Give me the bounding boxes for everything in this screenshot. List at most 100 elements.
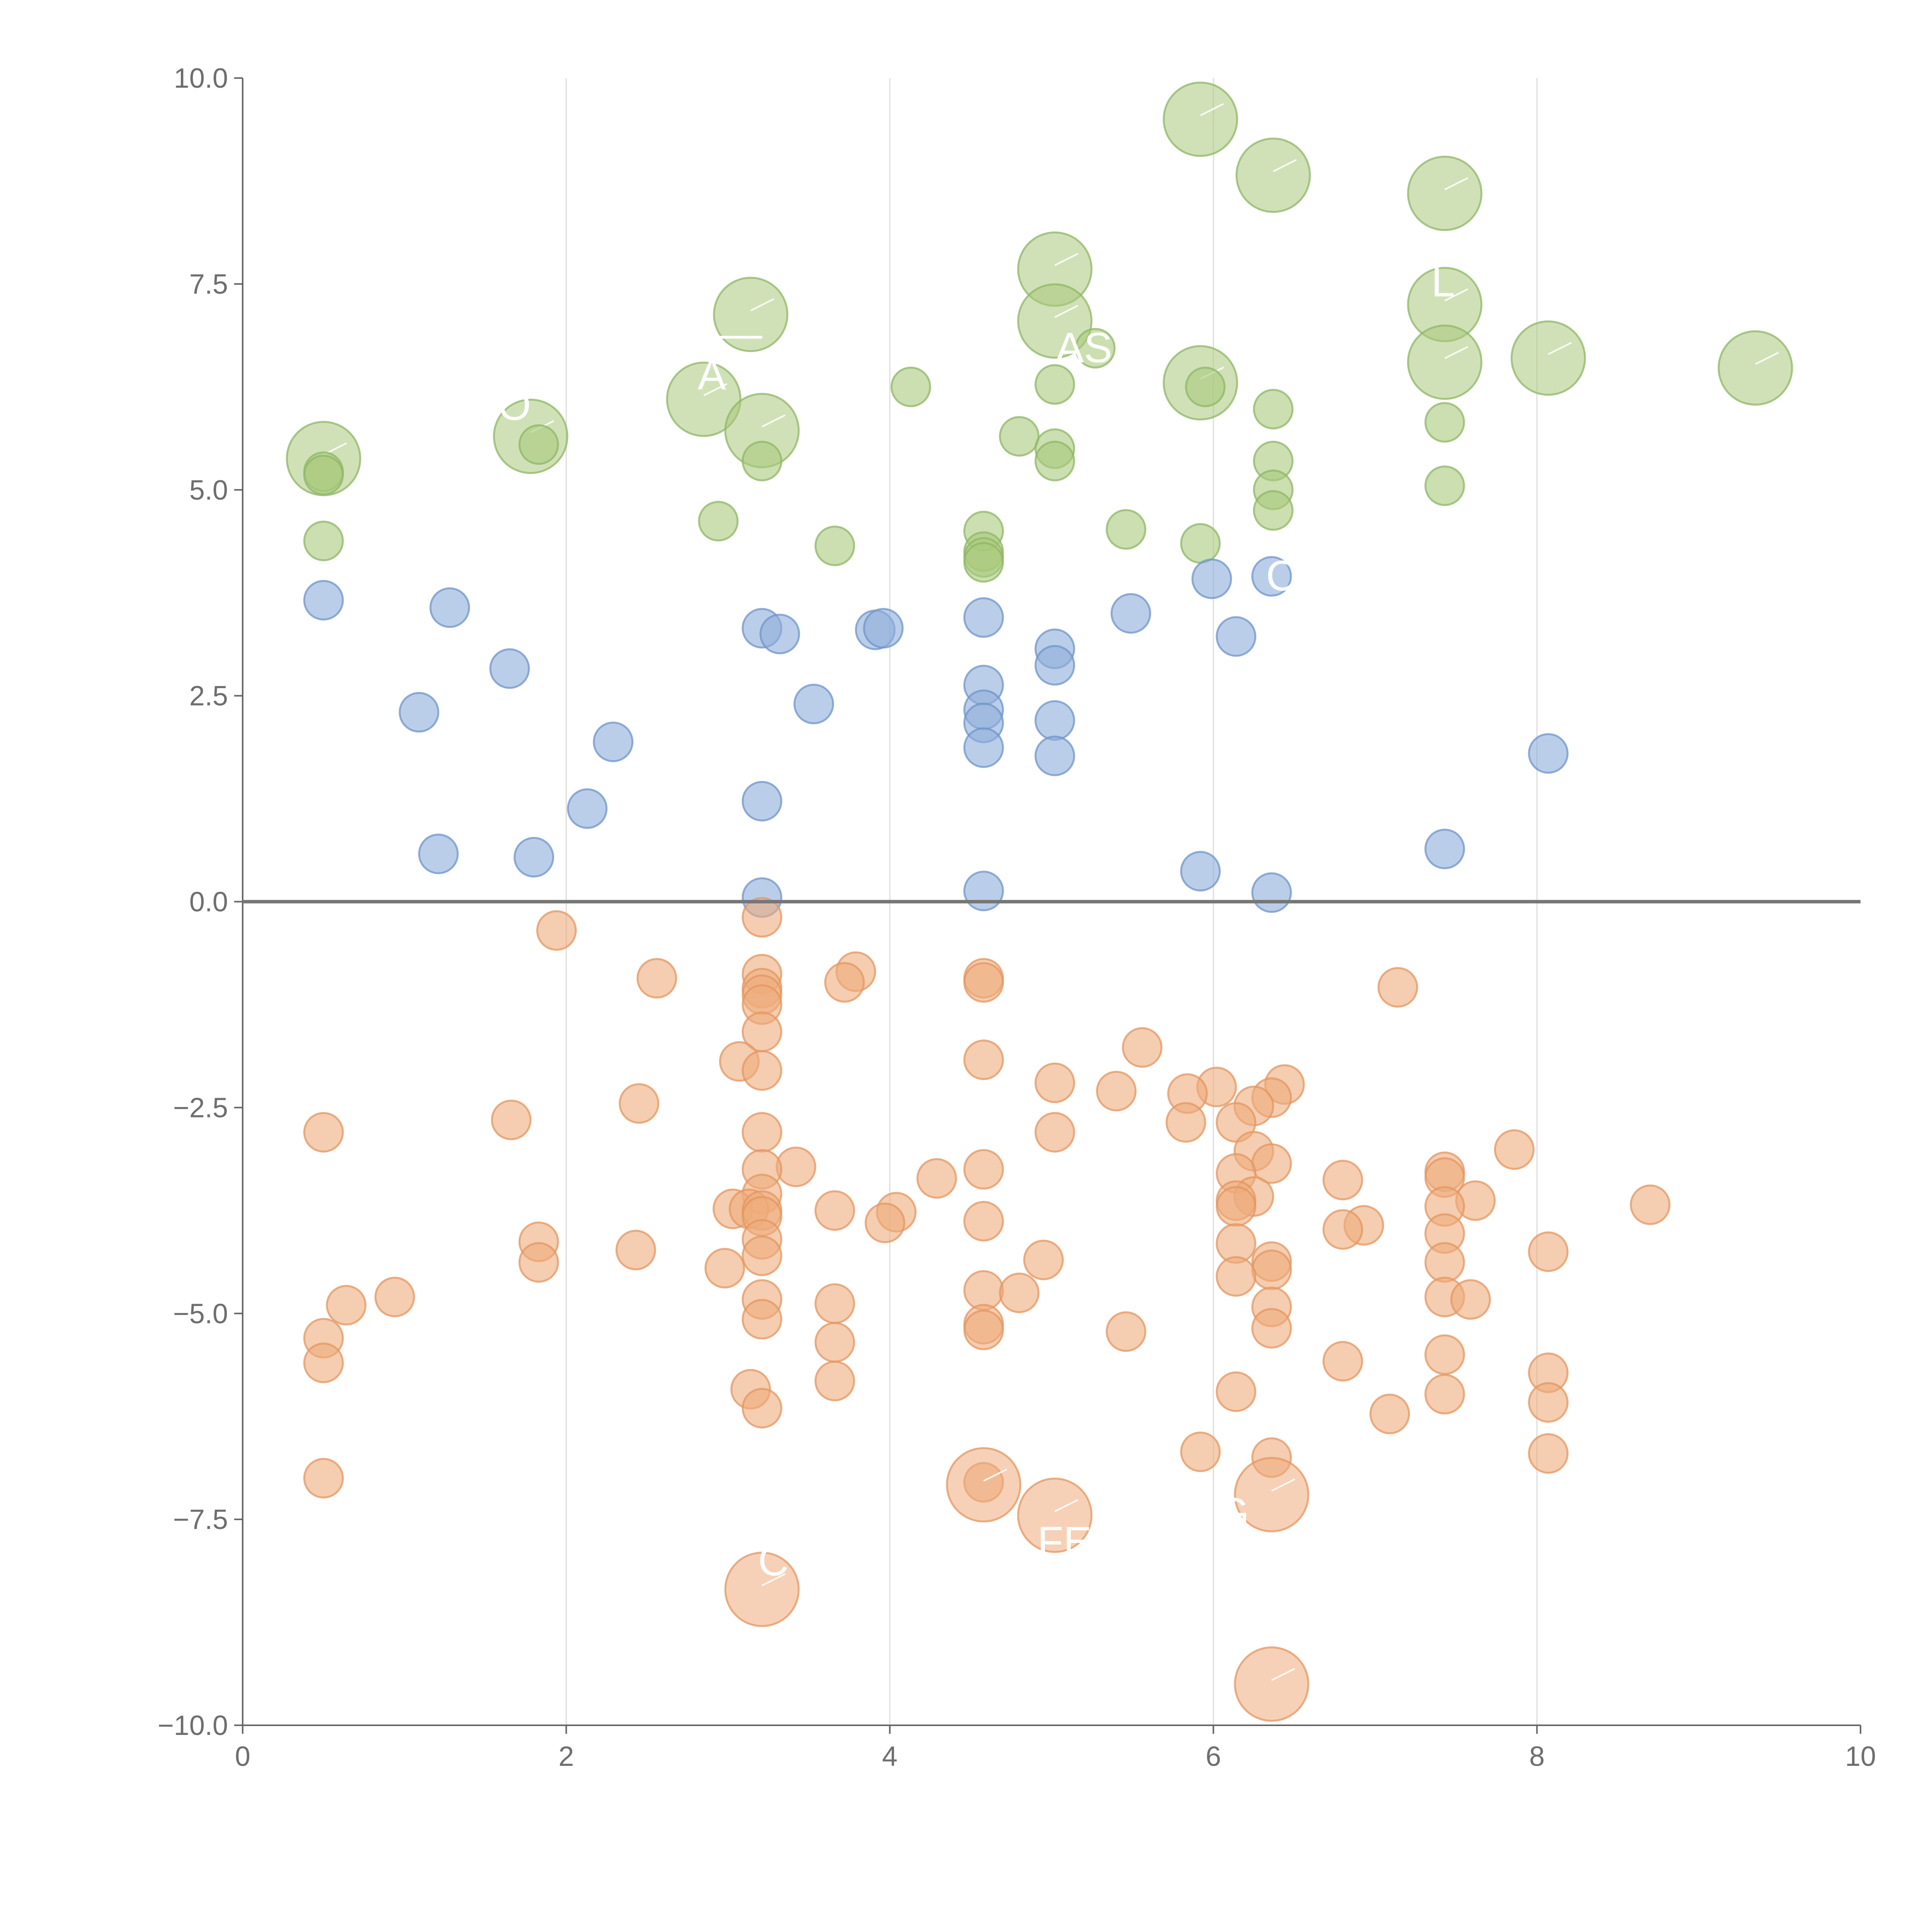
large-bubble [666, 361, 742, 437]
data-point [1185, 366, 1226, 407]
data-point [1369, 1393, 1410, 1434]
data-point [1251, 872, 1292, 913]
data-point [742, 781, 782, 821]
leader-line [762, 414, 786, 428]
data-point [1253, 490, 1294, 531]
data-point [916, 1158, 957, 1199]
data-point [1216, 1256, 1257, 1297]
data-point [1322, 1160, 1363, 1201]
bubble-label: FE [1037, 1518, 1092, 1566]
large-bubble [1017, 1477, 1093, 1553]
y-tick-label: 2.5 [189, 681, 228, 712]
data-point [303, 580, 344, 621]
bubble-label: Â [698, 351, 726, 399]
data-point [491, 1099, 532, 1140]
data-point [1111, 593, 1151, 634]
series-orange [303, 897, 1671, 1722]
data-point [303, 1112, 344, 1153]
data-point [963, 727, 1004, 768]
large-bubble [1017, 283, 1093, 359]
data-point [1528, 1231, 1569, 1272]
large-bubble [1235, 138, 1311, 213]
leader-line [1444, 346, 1468, 359]
data-point [1251, 1308, 1292, 1349]
data-point [963, 1201, 1004, 1242]
y-axis-ticks: 10.0 7.5 5.0 2.5 0.0 −2.5 −5.0 −7.5 −10.0 [158, 63, 243, 1741]
data-point [303, 520, 344, 561]
data-point [890, 366, 931, 407]
data-point [814, 1190, 855, 1231]
data-point [1251, 1249, 1292, 1290]
data-point [514, 837, 554, 878]
data-point [1424, 402, 1465, 443]
x-tick-label: 10 [1845, 1741, 1876, 1772]
leader-line [1755, 352, 1779, 365]
leader-line [1444, 288, 1468, 301]
bubble-labels: Ò —Â AS ' ' L ' C ' FE G C [498, 104, 1755, 1585]
data-point [1034, 440, 1075, 481]
large-bubble [1407, 324, 1483, 400]
data-point [999, 416, 1040, 457]
data-point [963, 1149, 1004, 1190]
data-point [1450, 1279, 1491, 1320]
data-point [1191, 558, 1232, 599]
data-point [1034, 735, 1075, 776]
y-tick-label: 5.0 [189, 475, 228, 506]
leader-line [1200, 103, 1224, 116]
data-point [814, 1322, 855, 1363]
data-point [814, 526, 855, 566]
data-point [963, 1039, 1004, 1080]
data-point [742, 1050, 782, 1091]
large-bubble [1234, 1457, 1310, 1532]
data-point [1180, 851, 1221, 892]
data-point [303, 1458, 344, 1499]
series-green [286, 82, 1793, 583]
large-bubble [1718, 330, 1793, 406]
leader-line [1054, 253, 1078, 266]
data-point [759, 614, 800, 655]
y-tick-label: −10.0 [158, 1710, 228, 1741]
data-point [1165, 1102, 1206, 1143]
data-point [518, 1242, 559, 1283]
data-point [1424, 1334, 1465, 1375]
y-tick-label: 0.0 [189, 887, 228, 918]
x-tick-label: 2 [558, 1741, 574, 1772]
data-point [863, 608, 904, 649]
data-point [1122, 1027, 1163, 1068]
data-point [1023, 1240, 1064, 1281]
data-point [1378, 967, 1418, 1008]
data-point [963, 871, 1004, 912]
y-tick-label: 7.5 [189, 269, 228, 300]
data-point [1180, 523, 1221, 564]
data-point [1424, 1242, 1465, 1283]
data-point [1096, 1071, 1137, 1112]
data-point [1105, 1311, 1146, 1352]
large-bubble [1407, 155, 1483, 231]
large-bubble [713, 277, 789, 352]
data-point [1180, 1431, 1221, 1472]
x-tick-label: 8 [1529, 1741, 1545, 1772]
x-tick-label: 6 [1206, 1741, 1221, 1772]
data-point [636, 958, 677, 999]
data-point [742, 1388, 782, 1429]
y-tick-label: −5.0 [173, 1298, 228, 1329]
data-point [1075, 328, 1116, 369]
data-point [999, 1272, 1040, 1313]
data-point [963, 542, 1004, 583]
data-point [742, 440, 782, 481]
data-point [303, 454, 344, 495]
data-point [1528, 733, 1569, 774]
data-point [489, 648, 530, 689]
data-point [1528, 1382, 1569, 1423]
data-point [824, 962, 865, 1003]
y-tick-label: 10.0 [174, 63, 228, 94]
data-point [1034, 645, 1075, 686]
data-point [567, 788, 608, 829]
data-point [615, 1230, 656, 1270]
bubble-label: ' [1180, 324, 1188, 371]
data-point [1251, 556, 1292, 597]
bubble-label: C [1266, 552, 1296, 600]
data-point [1424, 828, 1465, 869]
data-point [1105, 509, 1146, 550]
leader-line [1444, 177, 1468, 190]
